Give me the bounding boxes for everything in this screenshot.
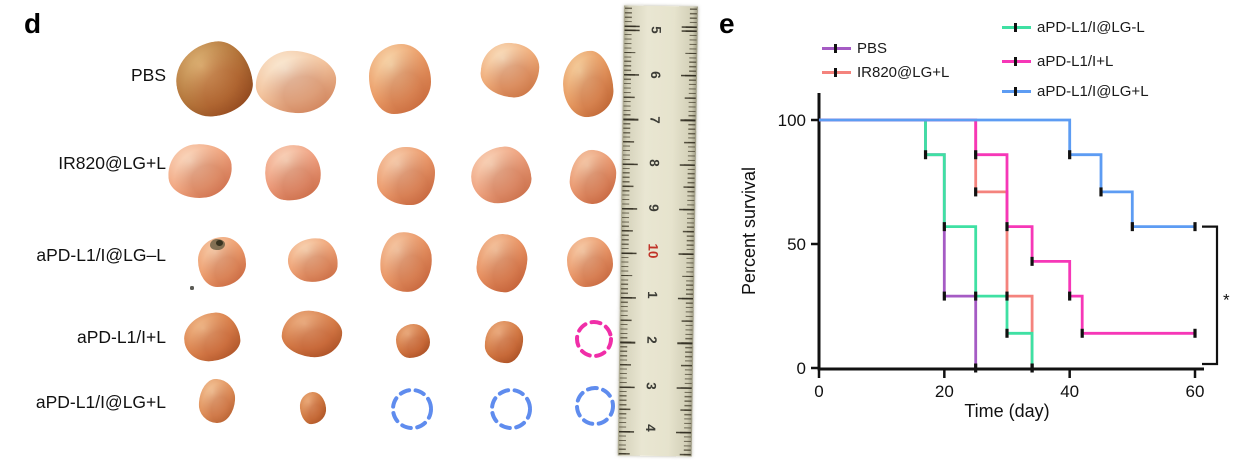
x-tick-label: 40 [1060, 382, 1079, 401]
event-tick-marker [1068, 150, 1072, 160]
panel-d-letter: d [24, 8, 42, 39]
x-tick-label: 20 [935, 382, 954, 401]
survival-curve [819, 118, 1034, 368]
x-tick-label: 0 [814, 382, 823, 401]
excised-tumor-photo [253, 48, 339, 116]
ruler-number: 6 [647, 71, 664, 79]
excised-tumor-photo [483, 319, 525, 365]
event-tick-marker [1030, 363, 1034, 373]
ruler-number: 5 [648, 26, 664, 34]
legend-label: aPD-L1/I+L [1037, 53, 1114, 70]
excised-tumor-photo [197, 378, 237, 424]
legend-censor-tick [834, 68, 838, 77]
event-tick-marker [974, 363, 978, 373]
event-tick-marker [942, 291, 946, 301]
treatment-row-label: aPD-L1/I+L [76, 327, 166, 347]
event-tick-marker [923, 150, 928, 160]
legend-censor-tick [834, 44, 838, 53]
event-tick-marker [1130, 222, 1134, 232]
event-tick-marker [974, 150, 978, 160]
excised-tumor-photo [396, 324, 430, 358]
excised-tumor-photo [474, 231, 530, 295]
event-tick-marker [1099, 187, 1103, 197]
event-tick-marker [1005, 291, 1009, 301]
excised-tumor-photo [286, 235, 340, 285]
excised-tumor-photo [377, 230, 435, 294]
event-tick-marker [1193, 328, 1197, 338]
absent-tumor-dashed-circle [487, 385, 535, 438]
ruler: 5 6 7 8 9 10 1 2 3 4 [617, 5, 698, 457]
excised-tumor-photo [468, 144, 534, 206]
y-axis-title: Percent survival [739, 167, 759, 295]
significance-star: * [1223, 290, 1230, 309]
legend-label: IR820@LG+L [857, 64, 950, 81]
survival-curve [819, 118, 978, 368]
excised-tumor-photo [567, 148, 619, 206]
survival-curve [819, 118, 1195, 335]
ruler-number: 2 [644, 336, 660, 344]
survival-chart: 0 50 100 0 20 40 60 Percent survival Time (day) * [739, 93, 1230, 421]
legend-label: aPD-L1/I@LG+L [1037, 83, 1149, 100]
excised-tumor-photo [198, 237, 246, 287]
treatment-row-label: aPD-L1/I@LG–L [36, 245, 166, 265]
ruler-number: 1 [644, 291, 661, 299]
excised-tumor-photo [377, 147, 435, 205]
ruler-number: 8 [646, 159, 662, 167]
legend-censor-tick [1014, 23, 1018, 32]
excised-tumor-photo [567, 237, 613, 287]
tumor-photo-panel [165, 37, 619, 438]
x-tick-label: 60 [1186, 382, 1205, 401]
event-tick-marker [1080, 328, 1084, 338]
survival-curve [819, 118, 1195, 228]
excised-tumor-photo [165, 141, 235, 201]
event-tick-marker [974, 187, 978, 197]
excised-tumor-photo [298, 390, 328, 426]
treatment-row-label: PBS [130, 65, 166, 85]
excised-tumor-photo [279, 307, 345, 361]
tumor-dark-speck [216, 240, 223, 246]
absent-tumor-dashed-circle [572, 383, 618, 434]
treatment-row-label: aPD-L1/I@LG+L [35, 392, 166, 412]
y-tick-label: 100 [778, 111, 806, 130]
treatment-row-label: IR820@LG+L [58, 153, 166, 173]
event-tick-marker [1068, 291, 1072, 301]
excised-tumor-photo [181, 310, 243, 364]
y-tick-label: 50 [787, 235, 806, 254]
legend-censor-tick [1014, 57, 1018, 66]
excised-tumor-photo [560, 49, 616, 119]
y-tick-label: 0 [797, 359, 806, 378]
legend-label: PBS [857, 40, 888, 57]
ruler-number: 9 [646, 204, 662, 212]
significance-bracket [1202, 225, 1219, 366]
event-tick-marker [1005, 328, 1009, 338]
legend-censor-tick [1014, 87, 1018, 96]
event-tick-marker [942, 222, 946, 232]
excised-tumor-photo [261, 141, 325, 205]
event-tick-marker [1005, 222, 1009, 232]
excised-tumor-photo [478, 40, 542, 100]
ruler-number: 4 [643, 424, 659, 432]
excised-tumor-photo [171, 37, 257, 121]
ruler-number: 7 [647, 116, 663, 124]
event-tick-marker [1030, 256, 1034, 266]
x-axis-title: Time (day) [964, 401, 1049, 421]
ruler-number: 10 [645, 243, 661, 259]
absent-tumor-dashed-circle [388, 385, 436, 438]
ruler-number: 3 [643, 382, 659, 390]
event-tick-marker [1193, 222, 1197, 232]
absent-tumor-dashed-circle [572, 317, 616, 366]
excised-tumor-photo [369, 44, 431, 114]
event-tick-marker [974, 291, 978, 301]
photo-debris-dot [190, 286, 194, 290]
legend-label: aPD-L1/I@LG-L [1037, 19, 1145, 36]
panel-e-letter: e [719, 8, 735, 39]
